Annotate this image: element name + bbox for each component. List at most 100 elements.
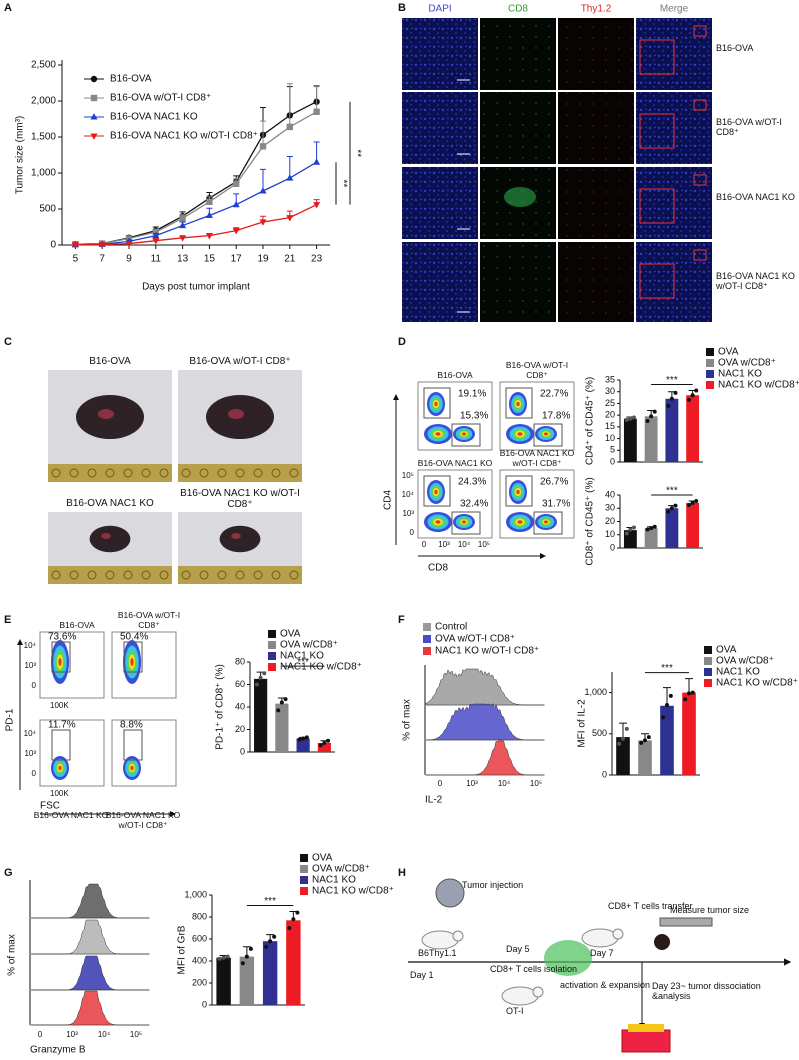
legend-label: OVA w/OT-I CD8⁺	[435, 634, 515, 645]
bar	[665, 398, 679, 462]
x-tick-label: 100K	[50, 789, 69, 798]
density	[434, 489, 438, 495]
y-tick-label: 500	[39, 204, 56, 215]
micrograph	[558, 92, 634, 164]
gate	[505, 475, 533, 507]
plot-title: B16-OVA NAC1 KO w/OT-I CD8⁺	[105, 810, 181, 830]
data-point	[649, 414, 654, 419]
legend-swatch	[706, 359, 714, 367]
bar	[296, 738, 310, 752]
bar	[254, 678, 268, 752]
legend-label: OVA	[312, 853, 333, 864]
y-tick-label: 25	[605, 398, 615, 408]
y-tick-label: 40	[235, 701, 245, 711]
x-tick-label: 10⁴	[498, 779, 511, 788]
x-axis-label: Granzyme B	[30, 1045, 86, 1056]
data-point	[669, 396, 674, 401]
bar	[660, 705, 674, 775]
marker	[90, 113, 98, 120]
bar	[216, 957, 231, 1005]
data-point	[318, 743, 323, 748]
bar	[686, 395, 700, 462]
gate-percent: 31.7%	[542, 499, 570, 510]
plot-title: B16-OVA NAC1 KO	[417, 458, 493, 468]
bar	[682, 692, 696, 775]
data-point	[268, 939, 273, 944]
panel-letter: F	[398, 614, 405, 626]
legend-label: NAC1 KO w/CD8⁺	[312, 886, 394, 897]
density	[544, 432, 548, 436]
tumor-highlight	[231, 533, 241, 539]
data-point	[649, 526, 654, 531]
data-point	[665, 702, 669, 707]
x-tick-label: 10⁴	[98, 1030, 111, 1039]
y-tick-label: 1,000	[584, 687, 607, 697]
marker	[313, 202, 321, 209]
y-tick-label: 0	[202, 999, 207, 1009]
caliper	[659, 917, 713, 927]
ruler-mark	[159, 570, 169, 580]
bar	[317, 743, 331, 752]
x-tick-label: 23	[311, 254, 323, 265]
bar	[275, 703, 289, 752]
y-tick-label: 5	[610, 445, 615, 455]
panel-letter: C	[4, 336, 12, 348]
marker	[205, 233, 213, 240]
data-point	[624, 417, 629, 422]
roi-box	[693, 25, 707, 37]
ruler-mark	[69, 468, 79, 478]
series-line	[75, 204, 317, 246]
histogram	[31, 919, 149, 955]
inset-box	[639, 188, 675, 224]
marker	[313, 158, 321, 165]
gate-percent: 50.4%	[120, 632, 148, 643]
bar	[286, 920, 301, 1005]
photo-label: B16-OVA	[89, 356, 131, 367]
tumor-highlight	[98, 409, 114, 419]
micrograph	[402, 167, 478, 239]
y-tick-label: 10⁴	[402, 490, 415, 499]
data-point	[683, 697, 688, 702]
marker	[152, 231, 160, 239]
bar	[262, 941, 278, 1005]
marker	[259, 219, 267, 226]
data-point	[225, 954, 230, 959]
ruler-mark	[253, 468, 263, 478]
column-label: DAPI	[428, 4, 451, 15]
micrograph	[480, 18, 556, 90]
ruler-mark	[51, 468, 61, 478]
diagram-label: Day 5	[506, 944, 530, 954]
data-point	[652, 524, 657, 529]
legend-swatch	[704, 657, 712, 665]
legend-label: OVA w/CD8⁺	[716, 656, 774, 667]
tumor	[654, 934, 670, 950]
marker	[152, 238, 160, 245]
x-tick-label: 19	[257, 254, 269, 265]
legend-label: OVA	[716, 645, 737, 656]
density	[462, 520, 466, 524]
ruler-mark	[123, 468, 133, 478]
y-tick-label: 0	[610, 456, 615, 466]
ruler-mark	[217, 468, 227, 478]
column-label: Merge	[660, 4, 689, 15]
diagram-label: CD8+ T cells transfer	[608, 901, 693, 911]
plot-title: B16-OVA NAC1 KO	[33, 810, 109, 820]
marker	[125, 241, 133, 248]
ruler-mark	[181, 468, 191, 478]
tumor	[219, 525, 261, 553]
gate-percent: 73.6%	[48, 632, 76, 643]
y-tick-label: 600	[192, 933, 207, 943]
legend-swatch	[300, 876, 308, 884]
marker	[179, 235, 187, 242]
ruler-mark	[181, 570, 191, 580]
gate	[533, 423, 563, 447]
gate-percent: 24.3%	[458, 477, 486, 488]
row-label: B16-OVA w/OT-I CD8⁺	[716, 117, 782, 137]
y-tick-label: 10⁴	[24, 641, 37, 650]
panel-letter: A	[4, 2, 12, 14]
data-point	[628, 416, 633, 421]
legend-label: B16-OVA NAC1 KO w/OT-I CD8⁺	[110, 131, 258, 142]
gate-percent: 11.7%	[48, 720, 76, 731]
gate	[423, 475, 451, 507]
